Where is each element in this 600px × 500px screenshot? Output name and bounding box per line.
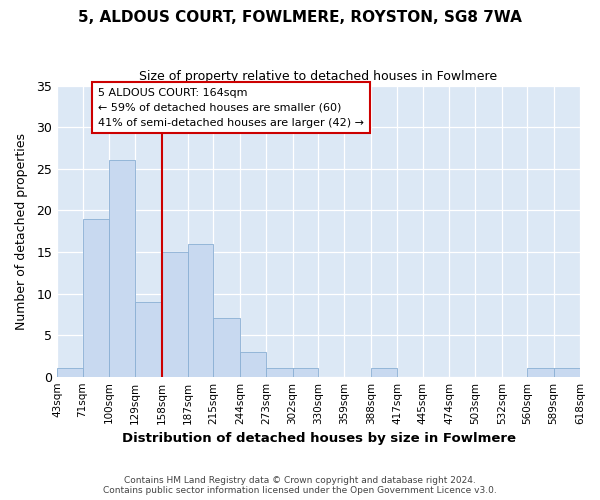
Bar [188, 244, 214, 376]
Text: 5 ALDOUS COURT: 164sqm
← 59% of detached houses are smaller (60)
41% of semi-det: 5 ALDOUS COURT: 164sqm ← 59% of detached… [98, 88, 364, 128]
Bar [57, 368, 83, 376]
X-axis label: Distribution of detached houses by size in Fowlmere: Distribution of detached houses by size … [122, 432, 515, 445]
Bar [135, 302, 161, 376]
Bar [109, 160, 135, 376]
Bar [527, 368, 554, 376]
Text: 5, ALDOUS COURT, FOWLMERE, ROYSTON, SG8 7WA: 5, ALDOUS COURT, FOWLMERE, ROYSTON, SG8 … [78, 10, 522, 25]
Bar [161, 252, 188, 376]
Bar [554, 368, 580, 376]
Bar [240, 352, 266, 376]
Text: Contains HM Land Registry data © Crown copyright and database right 2024.
Contai: Contains HM Land Registry data © Crown c… [103, 476, 497, 495]
Bar [83, 218, 109, 376]
Bar [214, 318, 240, 376]
Y-axis label: Number of detached properties: Number of detached properties [15, 132, 28, 330]
Bar [266, 368, 293, 376]
Title: Size of property relative to detached houses in Fowlmere: Size of property relative to detached ho… [139, 70, 497, 83]
Bar [293, 368, 318, 376]
Bar [371, 368, 397, 376]
